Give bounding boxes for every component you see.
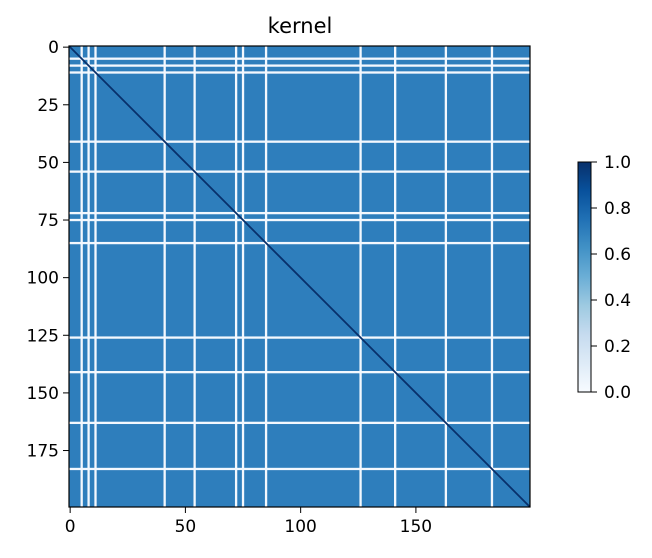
y-tick-label: 50 — [37, 153, 59, 173]
low-column-band — [163, 46, 166, 507]
colorbar-tick-label: 0.2 — [604, 337, 631, 357]
low-column-band — [264, 46, 268, 507]
colorbar-tick-label: 0.4 — [604, 291, 631, 311]
low-column-band — [241, 46, 245, 507]
y-tick-label: 175 — [27, 442, 59, 462]
colorbar: 0.0 0.2 0.4 0.6 0.8 1.0 — [577, 153, 631, 403]
low-row-band — [69, 241, 530, 245]
low-column-band — [87, 46, 90, 507]
low-column-band — [359, 46, 362, 507]
colorbar-tick-label: 1.0 — [604, 153, 631, 173]
x-tick-label: 150 — [400, 517, 432, 537]
low-row-band — [69, 421, 530, 425]
diagonal-line — [68, 45, 531, 508]
y-axis: 0 25 50 75 100 125 150 175 — [27, 38, 69, 462]
low-column-band — [394, 46, 397, 507]
chart-title: kernel — [268, 14, 333, 38]
colorbar-tick-label: 0.0 — [604, 383, 631, 403]
low-row-band — [69, 140, 530, 143]
x-tick-label: 50 — [175, 517, 197, 537]
low-row-band — [69, 71, 530, 74]
y-tick-label: 25 — [37, 96, 59, 116]
low-column-band — [193, 46, 196, 507]
low-column-band — [80, 46, 83, 507]
colorbar-ticks: 0.0 0.2 0.4 0.6 0.8 1.0 — [591, 153, 631, 403]
low-column-band — [444, 46, 448, 507]
y-tick-label: 100 — [27, 269, 59, 289]
low-row-band — [69, 467, 530, 471]
low-column-band — [234, 46, 238, 507]
y-tick-label: 150 — [27, 384, 59, 404]
x-axis: 0 50 100 150 — [65, 507, 432, 537]
low-row-band — [69, 371, 530, 374]
y-tick-label: 125 — [27, 326, 59, 346]
low-row-band — [69, 218, 530, 222]
low-row-band — [69, 170, 530, 173]
colorbar-tick-label: 0.6 — [604, 245, 631, 265]
colorbar-gradient — [577, 161, 592, 393]
y-tick-label: 75 — [37, 211, 59, 231]
low-row-band — [69, 57, 530, 60]
low-row-band — [69, 336, 530, 339]
low-value-bands — [69, 46, 530, 507]
low-column-band — [94, 46, 97, 507]
low-row-band — [69, 211, 530, 215]
low-row-band — [69, 64, 530, 67]
heatmap-plot-area — [68, 45, 531, 508]
heatmap-frame — [68, 45, 531, 508]
low-column-band — [490, 46, 494, 507]
colorbar-tick-label: 0.8 — [604, 199, 631, 219]
x-tick-label: 100 — [284, 517, 316, 537]
x-tick-label: 0 — [65, 517, 76, 537]
y-tick-label: 0 — [48, 38, 59, 58]
